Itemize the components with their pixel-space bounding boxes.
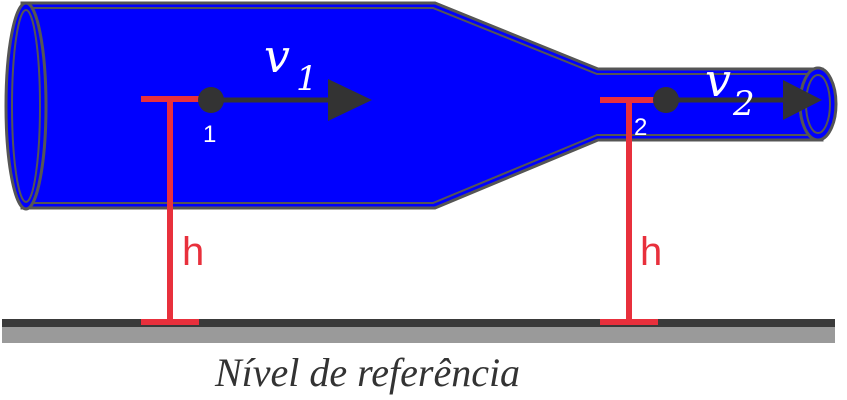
pipe-left-opening-rim [11, 9, 41, 203]
point-1-label: 1 [203, 121, 216, 148]
point-2-label: 2 [634, 114, 647, 141]
pipe-body [20, 1, 824, 210]
velocity-arrow-2 [666, 80, 822, 120]
pipe-left-opening [4, 1, 48, 211]
height-marker-2 [600, 97, 658, 325]
point-1-dot [198, 87, 224, 113]
reference-level-label: Nível de referência [214, 350, 520, 395]
height-label-2: h [640, 230, 662, 274]
velocity-2-subscript: 2 [732, 84, 755, 124]
ground-light-band [2, 327, 835, 343]
point-2-dot [653, 87, 679, 113]
ground-dark-band [2, 319, 835, 327]
height-label-1: h [182, 230, 204, 274]
velocity-arrow-1 [211, 79, 372, 121]
pipe-inner-outline [22, 7, 820, 204]
velocity-1-symbol: v [264, 29, 290, 83]
velocity-1-subscript: 1 [296, 59, 318, 99]
velocity-2-symbol: v [705, 53, 731, 107]
height-marker-1 [141, 96, 199, 325]
